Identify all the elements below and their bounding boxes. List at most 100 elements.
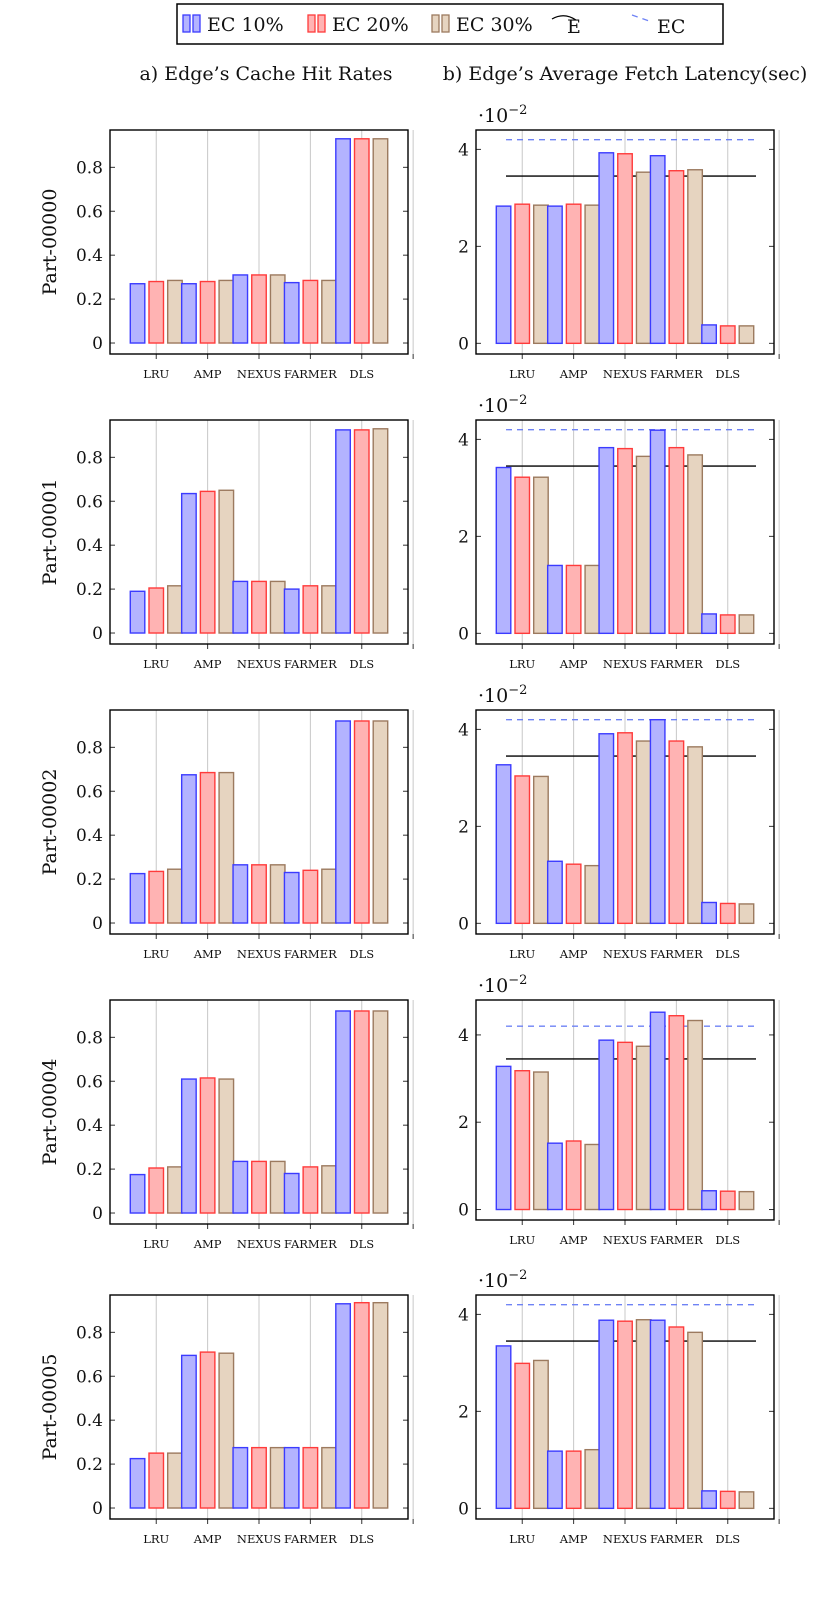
panel-part-00000-hit_rates: LRU AMP NEXUS FARMER DLS 0 0.2 0.4 0.6 0.8 Part-00… [39,129,414,381]
legend-item-e: E [551,15,581,38]
bar-lru-ec-10 [495,205,512,345]
legend-line-e [551,15,577,21]
bar-nexus-ec-30 [635,1045,652,1211]
bar-amp-ec-20 [565,1450,582,1510]
y-tick-label: 0.8 [76,158,103,178]
bar-amp-ec-20 [199,1351,216,1509]
bar-nexus-ec-30 [635,1319,652,1510]
x-tick-label-dls: DLS [715,1532,740,1546]
bar-farmer-ec-10 [649,1319,666,1510]
bar-amp-ec-20 [565,203,582,345]
bar-nexus-ec-20 [617,447,633,635]
bar-farmer-ec-30 [687,454,704,635]
y-tick-label: 0.4 [76,246,103,266]
bar-amp-ec-20 [199,280,216,344]
bar-nexus-ec-10 [232,1446,249,1509]
bar-dls-ec-30 [372,1301,389,1509]
y-tick-label: 2 [458,237,469,257]
bar-amp-ec-30 [584,864,601,925]
x-tick-label-lru: LRU [509,947,535,961]
bar-dls-ec-20 [353,1010,370,1214]
axes-frame [109,709,409,935]
panels: LRU AMP NEXUS FARMER DLS00.20.40.60.8Part-00… [39,103,780,1546]
legend-label-ec-30: EC 30% [456,14,533,36]
bar-dls-ec-30 [372,1010,389,1214]
bar-lru-ec-20 [514,1070,531,1211]
bar-nexus-ec-10 [598,1039,615,1211]
x-tick-label-lru: LRU [143,657,169,671]
bar-amp-ec-30 [218,1078,235,1214]
y-axis-exponent: ·10−2 [478,973,527,997]
panel-part-00000-latency: LRU AMP NEXUS FARMER DLS 0 2 4 ·10−2 [458,103,780,381]
bar-lru-ec-20 [514,1362,531,1510]
y-tick-label: 4 [458,720,469,740]
y-tick-label: 4 [458,1305,469,1325]
x-tick-label-farmer: FARMER [284,657,337,671]
bar-dls-ec-20 [353,138,370,344]
bar-dls-ec-30 [738,1190,755,1211]
bar-nexus-ec-20 [251,1446,267,1509]
y-tick-label: 0.6 [76,1367,103,1387]
bar-dls-ec-30 [738,614,755,635]
x-tick-label-dls: DLS [715,367,740,381]
bar-dls-ec-10 [335,1303,352,1509]
bar-nexus-ec-10 [598,152,615,345]
bar-dls-ec-10 [335,1010,352,1214]
bar-farmer-ec-20 [668,740,685,925]
x-tick-label-nexus: NEXUS [603,947,647,961]
y-tick-label: 0.2 [76,1455,103,1475]
bar-lru-ec-30 [532,204,549,345]
bar-nexus-ec-20 [251,274,267,344]
y-tick-label: 0.2 [76,1160,103,1180]
y-tick-label: 0.4 [76,1411,103,1431]
x-tick-label-amp: AMP [559,367,588,381]
legend-label-e: E [567,16,581,38]
bar-amp-ec-10 [546,205,563,345]
bar-nexus-ec-20 [617,1041,633,1211]
bar-amp-ec-10 [546,564,563,635]
axes-frame [475,129,775,355]
bar-nexus-ec-10 [232,274,249,344]
legend-swatch-ec-10 [182,14,191,33]
bar-nexus-ec-30 [269,274,286,344]
x-tick-label-farmer: FARMER [284,1532,337,1546]
bar-farmer-ec-20 [302,1446,319,1509]
bar-nexus-ec-20 [251,1160,267,1214]
y-axis-exponent: ·10−2 [478,393,527,417]
y-tick-label: 0 [92,334,103,354]
bar-lru-ec-30 [166,868,183,924]
x-tick-label-lru: LRU [143,1237,169,1251]
bar-lru-ec-30 [166,1166,183,1214]
x-tick-label-amp: AMP [193,1532,222,1546]
panel-part-00001-hit_rates: LRU AMP NEXUS FARMER DLS 0 0.2 0.4 0.6 0.8 Part-00… [39,419,414,671]
bar-lru-ec-10 [129,590,146,634]
bar-amp-ec-20 [565,564,582,635]
bar-lru-ec-20 [514,775,531,925]
x-tick-label-lru: LRU [143,947,169,961]
x-tick-label-farmer: FARMER [650,1532,703,1546]
bar-lru-ec-10 [495,466,512,635]
x-tick-label-dls: DLS [715,657,740,671]
bar-farmer-ec-30 [687,746,704,925]
bar-amp-ec-20 [565,863,582,925]
x-tick-label-amp: AMP [193,367,222,381]
bar-dls-ec-10 [701,324,718,345]
x-tick-label-farmer: FARMER [650,367,703,381]
bar-amp-ec-20 [565,1140,582,1211]
axes-frame [475,709,775,935]
bar-dls-ec-10 [701,1490,718,1510]
legend-swatch-ec-20 [307,14,316,33]
y-axis-exponent: ·10−2 [478,683,527,707]
bar-dls-ec-10 [335,720,352,924]
bar-dls-ec-30 [738,325,755,345]
bar-lru-ec-30 [166,585,183,634]
y-tick-label: 0 [92,1499,103,1519]
bar-lru-ec-10 [129,1173,146,1214]
y-tick-label: 0 [458,1499,469,1519]
bar-dls-ec-10 [701,901,718,925]
bar-dls-ec-20 [353,720,370,924]
axes-frame [109,1294,409,1520]
y-tick-label: 2 [458,1402,469,1422]
bar-farmer-ec-10 [283,588,300,634]
